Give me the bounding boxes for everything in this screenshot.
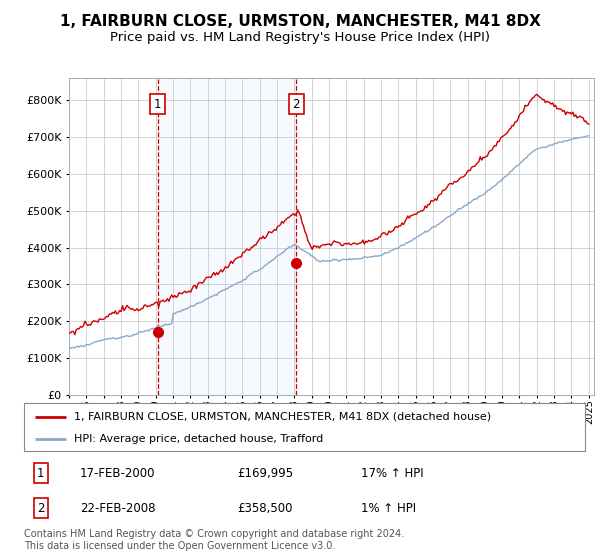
FancyBboxPatch shape — [24, 403, 585, 451]
Text: 1, FAIRBURN CLOSE, URMSTON, MANCHESTER, M41 8DX (detached house): 1, FAIRBURN CLOSE, URMSTON, MANCHESTER, … — [74, 412, 491, 422]
Text: £169,995: £169,995 — [237, 466, 293, 480]
Text: 17-FEB-2000: 17-FEB-2000 — [80, 466, 155, 480]
Text: 1: 1 — [154, 97, 161, 111]
Text: 1, FAIRBURN CLOSE, URMSTON, MANCHESTER, M41 8DX: 1, FAIRBURN CLOSE, URMSTON, MANCHESTER, … — [59, 14, 541, 29]
Text: HPI: Average price, detached house, Trafford: HPI: Average price, detached house, Traf… — [74, 434, 324, 444]
Text: 17% ↑ HPI: 17% ↑ HPI — [361, 466, 423, 480]
Text: Price paid vs. HM Land Registry's House Price Index (HPI): Price paid vs. HM Land Registry's House … — [110, 31, 490, 44]
Text: 1: 1 — [37, 466, 44, 480]
Text: £358,500: £358,500 — [237, 502, 293, 515]
Text: 2: 2 — [293, 97, 300, 111]
Text: 2: 2 — [37, 502, 44, 515]
Text: 1% ↑ HPI: 1% ↑ HPI — [361, 502, 416, 515]
Text: 22-FEB-2008: 22-FEB-2008 — [80, 502, 155, 515]
Text: Contains HM Land Registry data © Crown copyright and database right 2024.
This d: Contains HM Land Registry data © Crown c… — [24, 529, 404, 551]
Bar — [158, 78, 296, 395]
